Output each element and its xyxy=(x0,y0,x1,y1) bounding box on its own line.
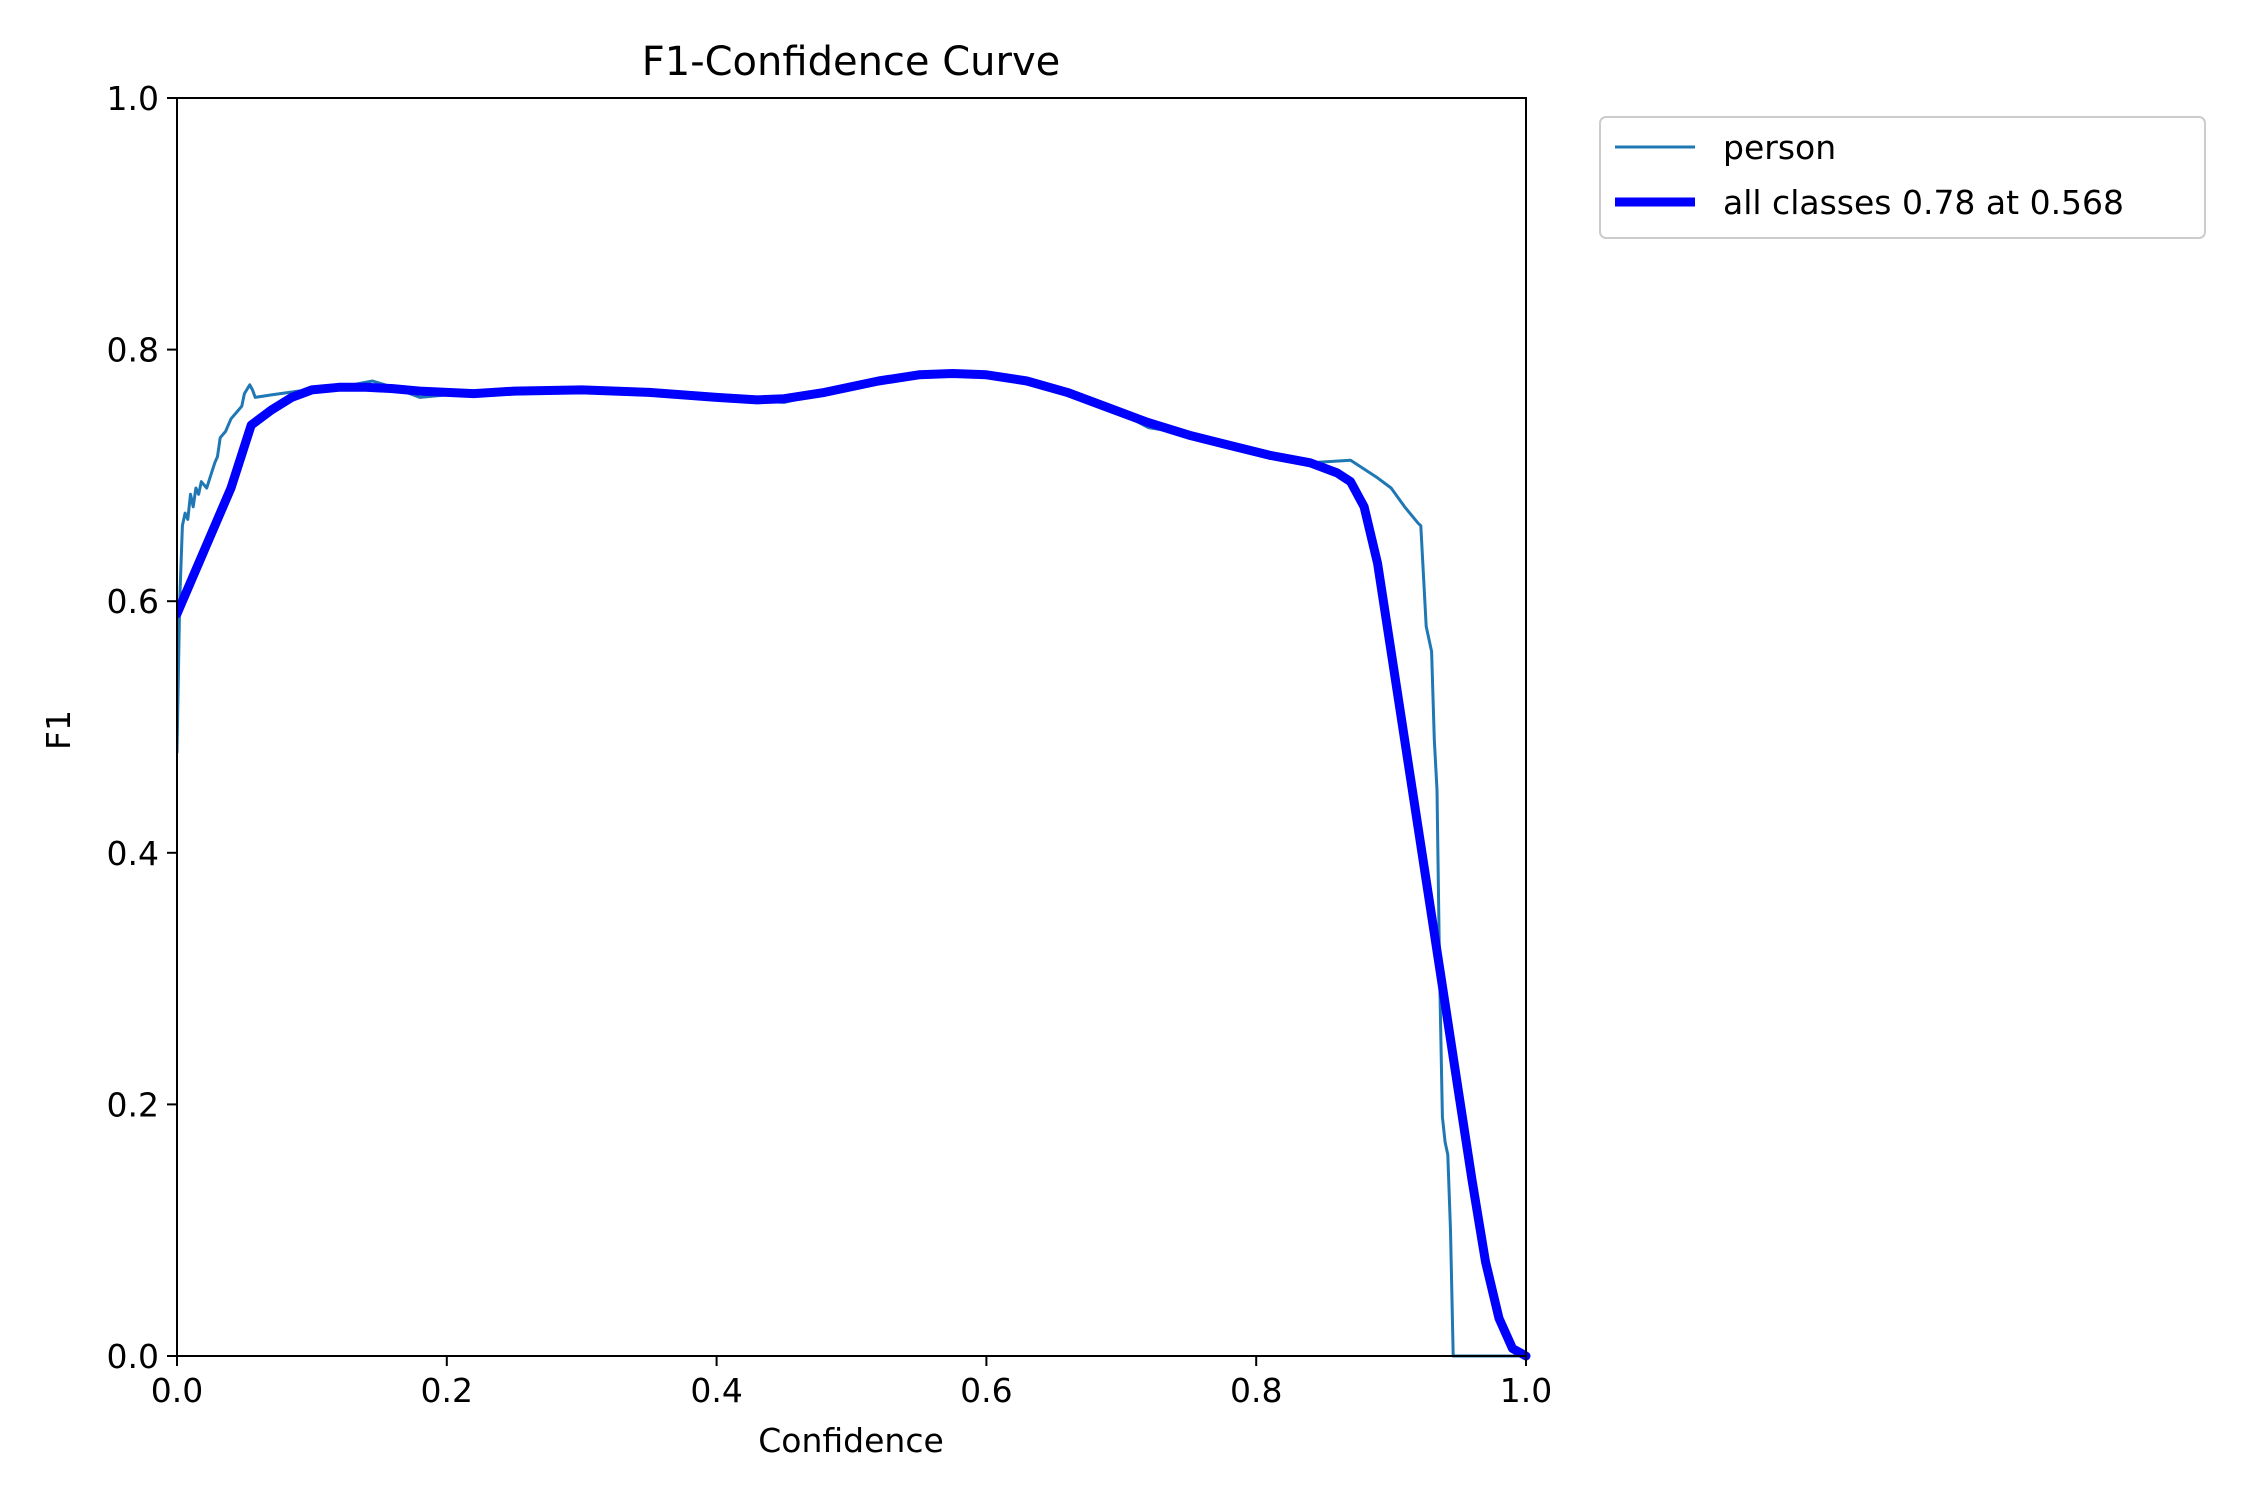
x-tick-label: 0.8 xyxy=(1230,1371,1282,1410)
legend: person all classes 0.78 at 0.568 xyxy=(1599,116,2206,239)
legend-label-person: person xyxy=(1723,128,1836,167)
x-axis: 0.0 0.2 0.4 0.6 0.8 1.0 xyxy=(151,1356,1552,1410)
series-line-all-classes xyxy=(177,369,1531,1361)
y-tick-label: 0.0 xyxy=(107,1337,159,1376)
x-axis-title: Confidence xyxy=(758,1421,944,1460)
plot-area xyxy=(176,97,1531,1361)
plot-frame xyxy=(176,97,1527,1357)
legend-box xyxy=(1599,116,2206,239)
series-line-person xyxy=(177,370,1528,1358)
y-tick-label: 1.0 xyxy=(107,79,159,118)
x-tick-label: 0.4 xyxy=(690,1371,742,1410)
y-tick-label: 0.8 xyxy=(107,331,159,370)
y-tick-label: 0.4 xyxy=(107,834,159,873)
x-tick-label: 0.6 xyxy=(960,1371,1012,1410)
y-axis: 0.0 0.2 0.4 0.6 0.8 1.0 xyxy=(107,79,177,1376)
x-tick-label: 0.0 xyxy=(151,1371,203,1410)
y-tick-label: 0.2 xyxy=(107,1085,159,1124)
chart-title: F1-Confidence Curve xyxy=(642,39,1061,85)
y-axis-title: F1 xyxy=(39,710,78,750)
y-tick-label: 0.6 xyxy=(107,582,159,621)
x-tick-label: 1.0 xyxy=(1500,1371,1552,1410)
legend-label-all-classes: all classes 0.78 at 0.568 xyxy=(1723,183,2124,222)
x-tick-label: 0.2 xyxy=(421,1371,473,1410)
